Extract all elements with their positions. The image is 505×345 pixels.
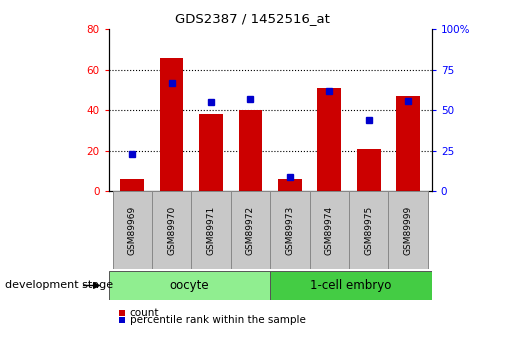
Bar bbox=[349, 191, 388, 269]
Bar bbox=[388, 191, 428, 269]
Bar bbox=[318, 88, 341, 191]
Bar bbox=[231, 191, 270, 269]
Bar bbox=[160, 58, 183, 191]
Bar bbox=[239, 110, 262, 191]
Bar bbox=[191, 191, 231, 269]
Text: GSM89970: GSM89970 bbox=[167, 206, 176, 255]
Bar bbox=[199, 115, 223, 191]
Text: GSM89971: GSM89971 bbox=[207, 206, 216, 255]
Bar bbox=[119, 310, 125, 316]
Bar bbox=[310, 191, 349, 269]
Text: 1-cell embryo: 1-cell embryo bbox=[310, 279, 392, 292]
Bar bbox=[278, 179, 301, 191]
Bar bbox=[270, 191, 310, 269]
Bar bbox=[357, 149, 381, 191]
Text: GSM89972: GSM89972 bbox=[246, 206, 255, 255]
Text: percentile rank within the sample: percentile rank within the sample bbox=[130, 315, 306, 325]
Text: GSM89974: GSM89974 bbox=[325, 206, 334, 255]
Bar bbox=[270, 271, 432, 300]
Bar bbox=[113, 191, 152, 269]
Text: GSM89975: GSM89975 bbox=[364, 206, 373, 255]
Bar bbox=[120, 179, 144, 191]
Text: GDS2387 / 1452516_at: GDS2387 / 1452516_at bbox=[175, 12, 330, 25]
Text: GSM89969: GSM89969 bbox=[128, 206, 137, 255]
Text: count: count bbox=[130, 308, 159, 318]
Bar bbox=[119, 317, 125, 323]
Bar bbox=[109, 271, 270, 300]
Text: oocyte: oocyte bbox=[170, 279, 209, 292]
Bar bbox=[396, 96, 420, 191]
Bar bbox=[152, 191, 191, 269]
Text: development stage: development stage bbox=[5, 280, 113, 290]
Text: GSM89999: GSM89999 bbox=[403, 206, 413, 255]
Text: GSM89973: GSM89973 bbox=[285, 206, 294, 255]
